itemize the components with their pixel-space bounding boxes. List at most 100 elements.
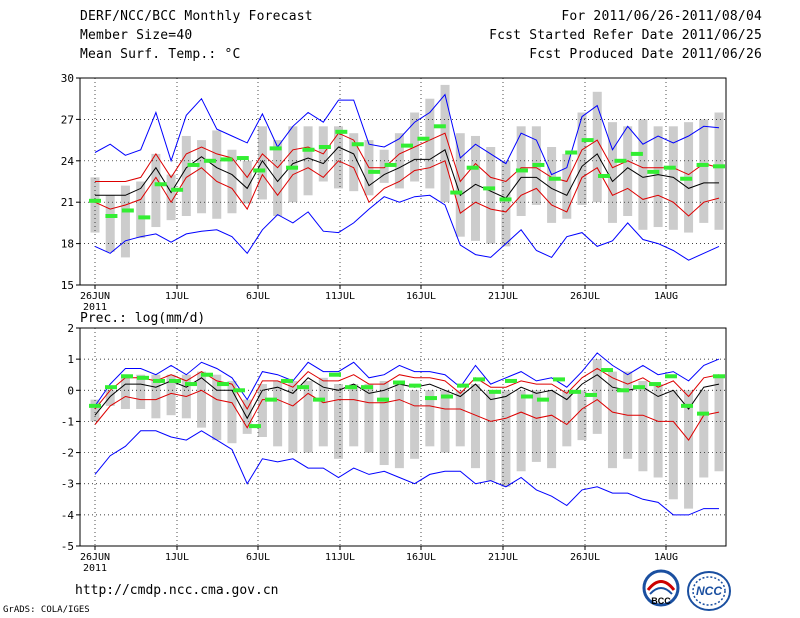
green-marker xyxy=(680,176,693,181)
range-bar xyxy=(212,374,222,441)
precip-title: Prec.: log(mm/d) xyxy=(80,311,205,326)
series-min-line xyxy=(94,430,719,516)
green-marker xyxy=(384,162,397,167)
x-tick-label: 6JUL xyxy=(246,291,270,302)
range-bar xyxy=(242,160,252,204)
range-bar xyxy=(668,390,678,500)
green-marker xyxy=(203,158,216,163)
range-bar xyxy=(455,390,465,447)
green-marker xyxy=(614,158,627,163)
series-p25-line xyxy=(94,160,720,217)
range-bar xyxy=(90,399,100,422)
range-bar xyxy=(486,147,496,244)
range-bar xyxy=(623,126,633,216)
range-bar xyxy=(242,399,252,434)
ncc-logo: NCC xyxy=(687,571,731,611)
green-marker xyxy=(185,382,197,387)
x-tick-label: 1JUL xyxy=(165,291,189,302)
range-bar xyxy=(303,380,313,453)
green-marker xyxy=(489,389,501,394)
green-marker xyxy=(269,146,282,151)
range-bar xyxy=(90,177,100,233)
green-marker xyxy=(154,182,167,187)
range-bar xyxy=(257,384,267,437)
x-tick-label: 16JUL xyxy=(406,291,436,302)
range-bar xyxy=(349,133,359,192)
range-bar xyxy=(181,135,191,216)
range-bar xyxy=(425,98,435,189)
produced-date-label: Fcst Produced Date 2011/06/26 xyxy=(529,47,762,62)
series-p25-line xyxy=(94,389,720,441)
green-marker xyxy=(377,397,389,402)
green-marker xyxy=(433,124,446,129)
green-marker xyxy=(89,403,101,408)
range-bar xyxy=(699,390,709,478)
range-bar xyxy=(531,390,541,462)
series-max-line xyxy=(94,93,720,176)
range-bar xyxy=(273,140,283,216)
green-marker xyxy=(569,389,581,394)
range-bar xyxy=(501,160,511,247)
green-marker xyxy=(665,374,677,379)
green-marker xyxy=(713,374,725,379)
range-bar xyxy=(562,153,572,219)
range-bar xyxy=(379,149,389,183)
x-tick-label: 21JUL xyxy=(488,552,518,563)
range-bar xyxy=(379,380,389,466)
range-bar xyxy=(501,390,511,487)
y-tick-label: 15 xyxy=(61,279,74,292)
range-bar xyxy=(607,371,617,469)
green-marker xyxy=(499,197,512,202)
x-year-label: 2011 xyxy=(83,563,107,574)
green-marker xyxy=(318,145,331,149)
forecast-period-label: For 2011/06/26-2011/08/04 xyxy=(561,9,762,24)
green-marker xyxy=(302,147,315,152)
green-marker xyxy=(169,378,181,383)
range-bar xyxy=(547,390,557,469)
chart-title: DERF/NCC/BCC Monthly Forecast xyxy=(80,9,313,24)
range-bar xyxy=(227,380,237,444)
green-marker xyxy=(633,385,645,390)
x-tick-label: 11JUL xyxy=(325,291,355,302)
range-bar xyxy=(684,390,694,509)
range-bar xyxy=(440,390,450,453)
source-url[interactable]: http://cmdp.ncc.cma.gov.cn xyxy=(75,583,279,598)
range-bar xyxy=(714,374,724,472)
green-marker xyxy=(466,165,479,170)
green-marker xyxy=(696,162,709,167)
x-tick-label: 26JUL xyxy=(570,552,600,563)
series-min-line xyxy=(94,194,720,261)
green-marker xyxy=(417,136,430,141)
series-median-line xyxy=(94,374,720,420)
panel-2: -5 -4 -3 -2 -1 0 1 2 26JUN 1JUL 6JUL 11JUL 16JUL 21JU… xyxy=(61,322,727,574)
started-date-label: Fcst Started Refer Date 2011/06/25 xyxy=(489,28,762,43)
y-tick-label: 27 xyxy=(61,113,74,126)
green-marker xyxy=(647,169,660,174)
y-tick-label: -4 xyxy=(61,509,75,522)
green-marker xyxy=(505,378,517,383)
green-marker xyxy=(236,156,249,161)
x-tick-label: 1AUG xyxy=(654,291,678,302)
green-marker xyxy=(286,165,299,170)
range-bar xyxy=(197,371,207,428)
range-bar xyxy=(607,122,617,223)
range-bar xyxy=(166,174,176,221)
green-marker xyxy=(201,372,213,377)
green-marker xyxy=(345,385,357,390)
y-tick-label: 0 xyxy=(67,384,74,397)
x-tick-label: 26JUN xyxy=(80,291,110,302)
green-marker xyxy=(565,150,578,155)
range-bar xyxy=(273,380,283,447)
panel-1: 15 18 21 24 27 30 26JUN 1JUL 6JUL 11JUL 16JUL 21JUL… xyxy=(61,72,727,313)
green-marker xyxy=(441,394,453,399)
green-marker xyxy=(713,164,725,169)
series-p75-line xyxy=(94,367,720,411)
x-year-label: 2011 xyxy=(83,302,107,313)
green-marker xyxy=(630,151,643,156)
ncc-logo-text: NCC xyxy=(696,584,722,598)
range-bar xyxy=(410,390,420,459)
green-marker xyxy=(187,162,200,167)
green-marker xyxy=(409,383,421,388)
x-tick-label: 26JUL xyxy=(570,291,600,302)
